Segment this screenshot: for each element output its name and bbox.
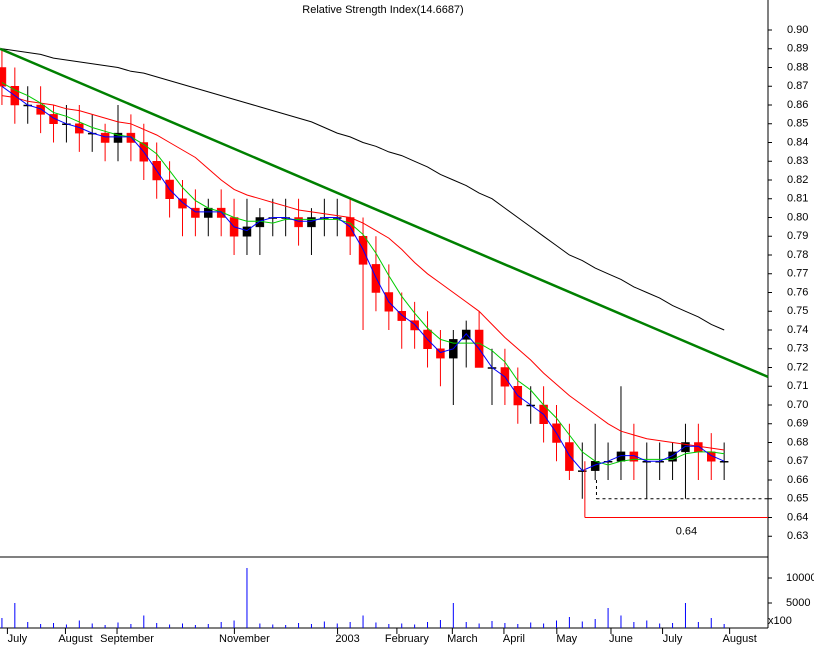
candle-body: [565, 442, 574, 471]
y-tick-label: 0.68: [787, 436, 808, 448]
candle-body: [719, 461, 729, 463]
y-tick-label: 0.76: [787, 286, 808, 298]
y-tick-label: 0.73: [787, 343, 808, 355]
y-tick-label: 0.90: [787, 24, 808, 36]
candle-body: [204, 207, 213, 218]
trendline: [0, 47, 769, 379]
candle-body: [126, 132, 136, 143]
x-tick-label: July: [663, 633, 683, 645]
x-tick-label: July: [8, 633, 28, 645]
y-tick-label: 0.80: [787, 211, 808, 223]
y-tick-label: 0.81: [787, 193, 808, 205]
candle-body: [242, 226, 252, 237]
y-tick-label: 0.66: [787, 474, 808, 486]
candle-body: [436, 348, 445, 359]
candle-body: [100, 132, 110, 143]
y-tick-label: 0.75: [787, 305, 808, 317]
volume-tick-label: 10000: [786, 572, 814, 584]
ma-line: [1, 95, 725, 451]
y-tick-label: 0.85: [787, 118, 808, 130]
y-tick-label: 0.70: [787, 399, 808, 411]
ma-line: [1, 85, 725, 472]
candle-body: [668, 451, 677, 462]
candle-body: [255, 217, 265, 228]
x-tick-label: April: [503, 633, 525, 645]
candle-body: [216, 207, 226, 218]
x-tick-label: February: [385, 633, 430, 645]
x-tick-label: 2003: [335, 633, 359, 645]
ma-line: [1, 82, 725, 466]
y-tick-label: 0.87: [787, 80, 808, 92]
y-tick-label: 0.67: [787, 455, 808, 467]
candle-body: [694, 442, 703, 453]
candle-body: [294, 217, 303, 228]
candle-body: [113, 132, 123, 143]
chart-title: Relative Strength Index(14.6687): [302, 4, 463, 16]
y-tick-label: 0.72: [787, 361, 808, 373]
candle-body: [36, 104, 45, 115]
candle-body: [0, 67, 7, 87]
y-tick-label: 0.79: [787, 230, 808, 242]
candle-body: [191, 207, 200, 218]
candle-body: [307, 217, 316, 228]
y-tick-label: 0.86: [787, 99, 808, 111]
candle-body: [410, 320, 419, 331]
y-tick-label: 0.82: [787, 174, 808, 186]
y-tick-label: 0.69: [787, 418, 808, 430]
y-tick-label: 0.78: [787, 249, 808, 261]
x-tick-label: August: [723, 633, 757, 645]
ma-line: [1, 48, 725, 331]
x-tick-label: June: [609, 633, 633, 645]
candle-body: [49, 114, 58, 124]
x-tick-label: November: [219, 633, 270, 645]
x-tick-label: March: [447, 633, 478, 645]
y-tick-label: 0.88: [787, 61, 808, 73]
x-tick-label: May: [556, 633, 577, 645]
candle-body: [75, 123, 84, 134]
volume-unit: x100: [768, 615, 792, 627]
x-tick-label: August: [58, 633, 92, 645]
candle-body: [629, 451, 639, 462]
y-tick-label: 0.74: [787, 324, 808, 336]
y-tick-label: 0.84: [787, 136, 808, 148]
y-tick-label: 0.64: [787, 511, 808, 523]
y-tick-label: 0.63: [787, 530, 808, 542]
candle-body: [461, 329, 471, 340]
y-tick-label: 0.83: [787, 155, 808, 167]
volume-tick-label: 5000: [786, 597, 810, 609]
y-tick-label: 0.71: [787, 380, 808, 392]
y-tick-label: 0.65: [787, 493, 808, 505]
x-tick-label: September: [100, 633, 154, 645]
y-tick-label: 0.89: [787, 43, 808, 55]
level-label: 0.64: [676, 525, 697, 537]
candle-body: [178, 198, 187, 209]
candle-body: [397, 311, 406, 321]
y-tick-label: 0.77: [787, 268, 808, 280]
candle-body: [681, 442, 690, 453]
